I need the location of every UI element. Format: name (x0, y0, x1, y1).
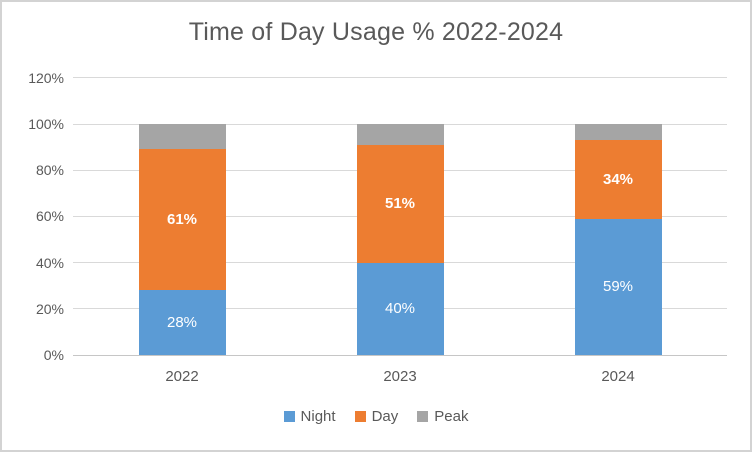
y-axis-tick-label: 80% (35, 162, 64, 179)
x-axis-line (73, 354, 727, 356)
y-axis-tick-label: 0% (43, 347, 64, 363)
bar-segment-night-2023: 40% (356, 262, 444, 355)
gridline (73, 77, 727, 79)
y-axis-tick-label: 120% (28, 69, 64, 86)
x-axis-category-label: 2022 (165, 368, 199, 385)
y-axis-tick-label: 40% (35, 254, 64, 271)
legend-item-night: Night (283, 408, 336, 425)
legend-swatch-icon (283, 411, 295, 422)
bar-segment-day-2023: 51% (356, 144, 444, 263)
legend-label: Peak (434, 408, 469, 425)
bar-segment-day-2024: 34% (574, 140, 662, 219)
data-label: 34% (602, 170, 634, 188)
bar-segment-peak-2022 (138, 124, 226, 150)
legend-swatch-icon (417, 411, 429, 422)
data-label: 51% (384, 195, 416, 213)
chart-legend: Night Day Peak (2, 408, 750, 425)
legend-item-day: Day (354, 408, 399, 425)
y-axis-tick-label: 100% (28, 116, 64, 132)
bar-segment-night-2022: 28% (138, 290, 226, 355)
y-axis-tick-label: 60% (35, 208, 64, 225)
data-label: 28% (166, 314, 198, 332)
bar-segment-night-2024: 59% (574, 218, 662, 355)
x-axis-category-label: 2024 (601, 368, 635, 385)
chart-title: Time of Day Usage % 2022-2024 (188, 18, 564, 46)
data-label: 40% (384, 300, 416, 318)
legend-label: Day (371, 408, 399, 425)
bar-segment-peak-2023 (356, 124, 444, 145)
legend-label: Night (300, 408, 336, 425)
legend-item-peak: Peak (417, 408, 468, 425)
x-axis-category-label: 2023 (383, 368, 417, 385)
data-label: 61% (166, 211, 198, 229)
y-axis-tick-label: 20% (35, 300, 64, 317)
bar-segment-day-2022: 61% (138, 149, 226, 291)
data-label: 59% (602, 278, 634, 296)
bar-segment-peak-2024 (574, 124, 662, 141)
legend-swatch-icon (354, 411, 366, 422)
